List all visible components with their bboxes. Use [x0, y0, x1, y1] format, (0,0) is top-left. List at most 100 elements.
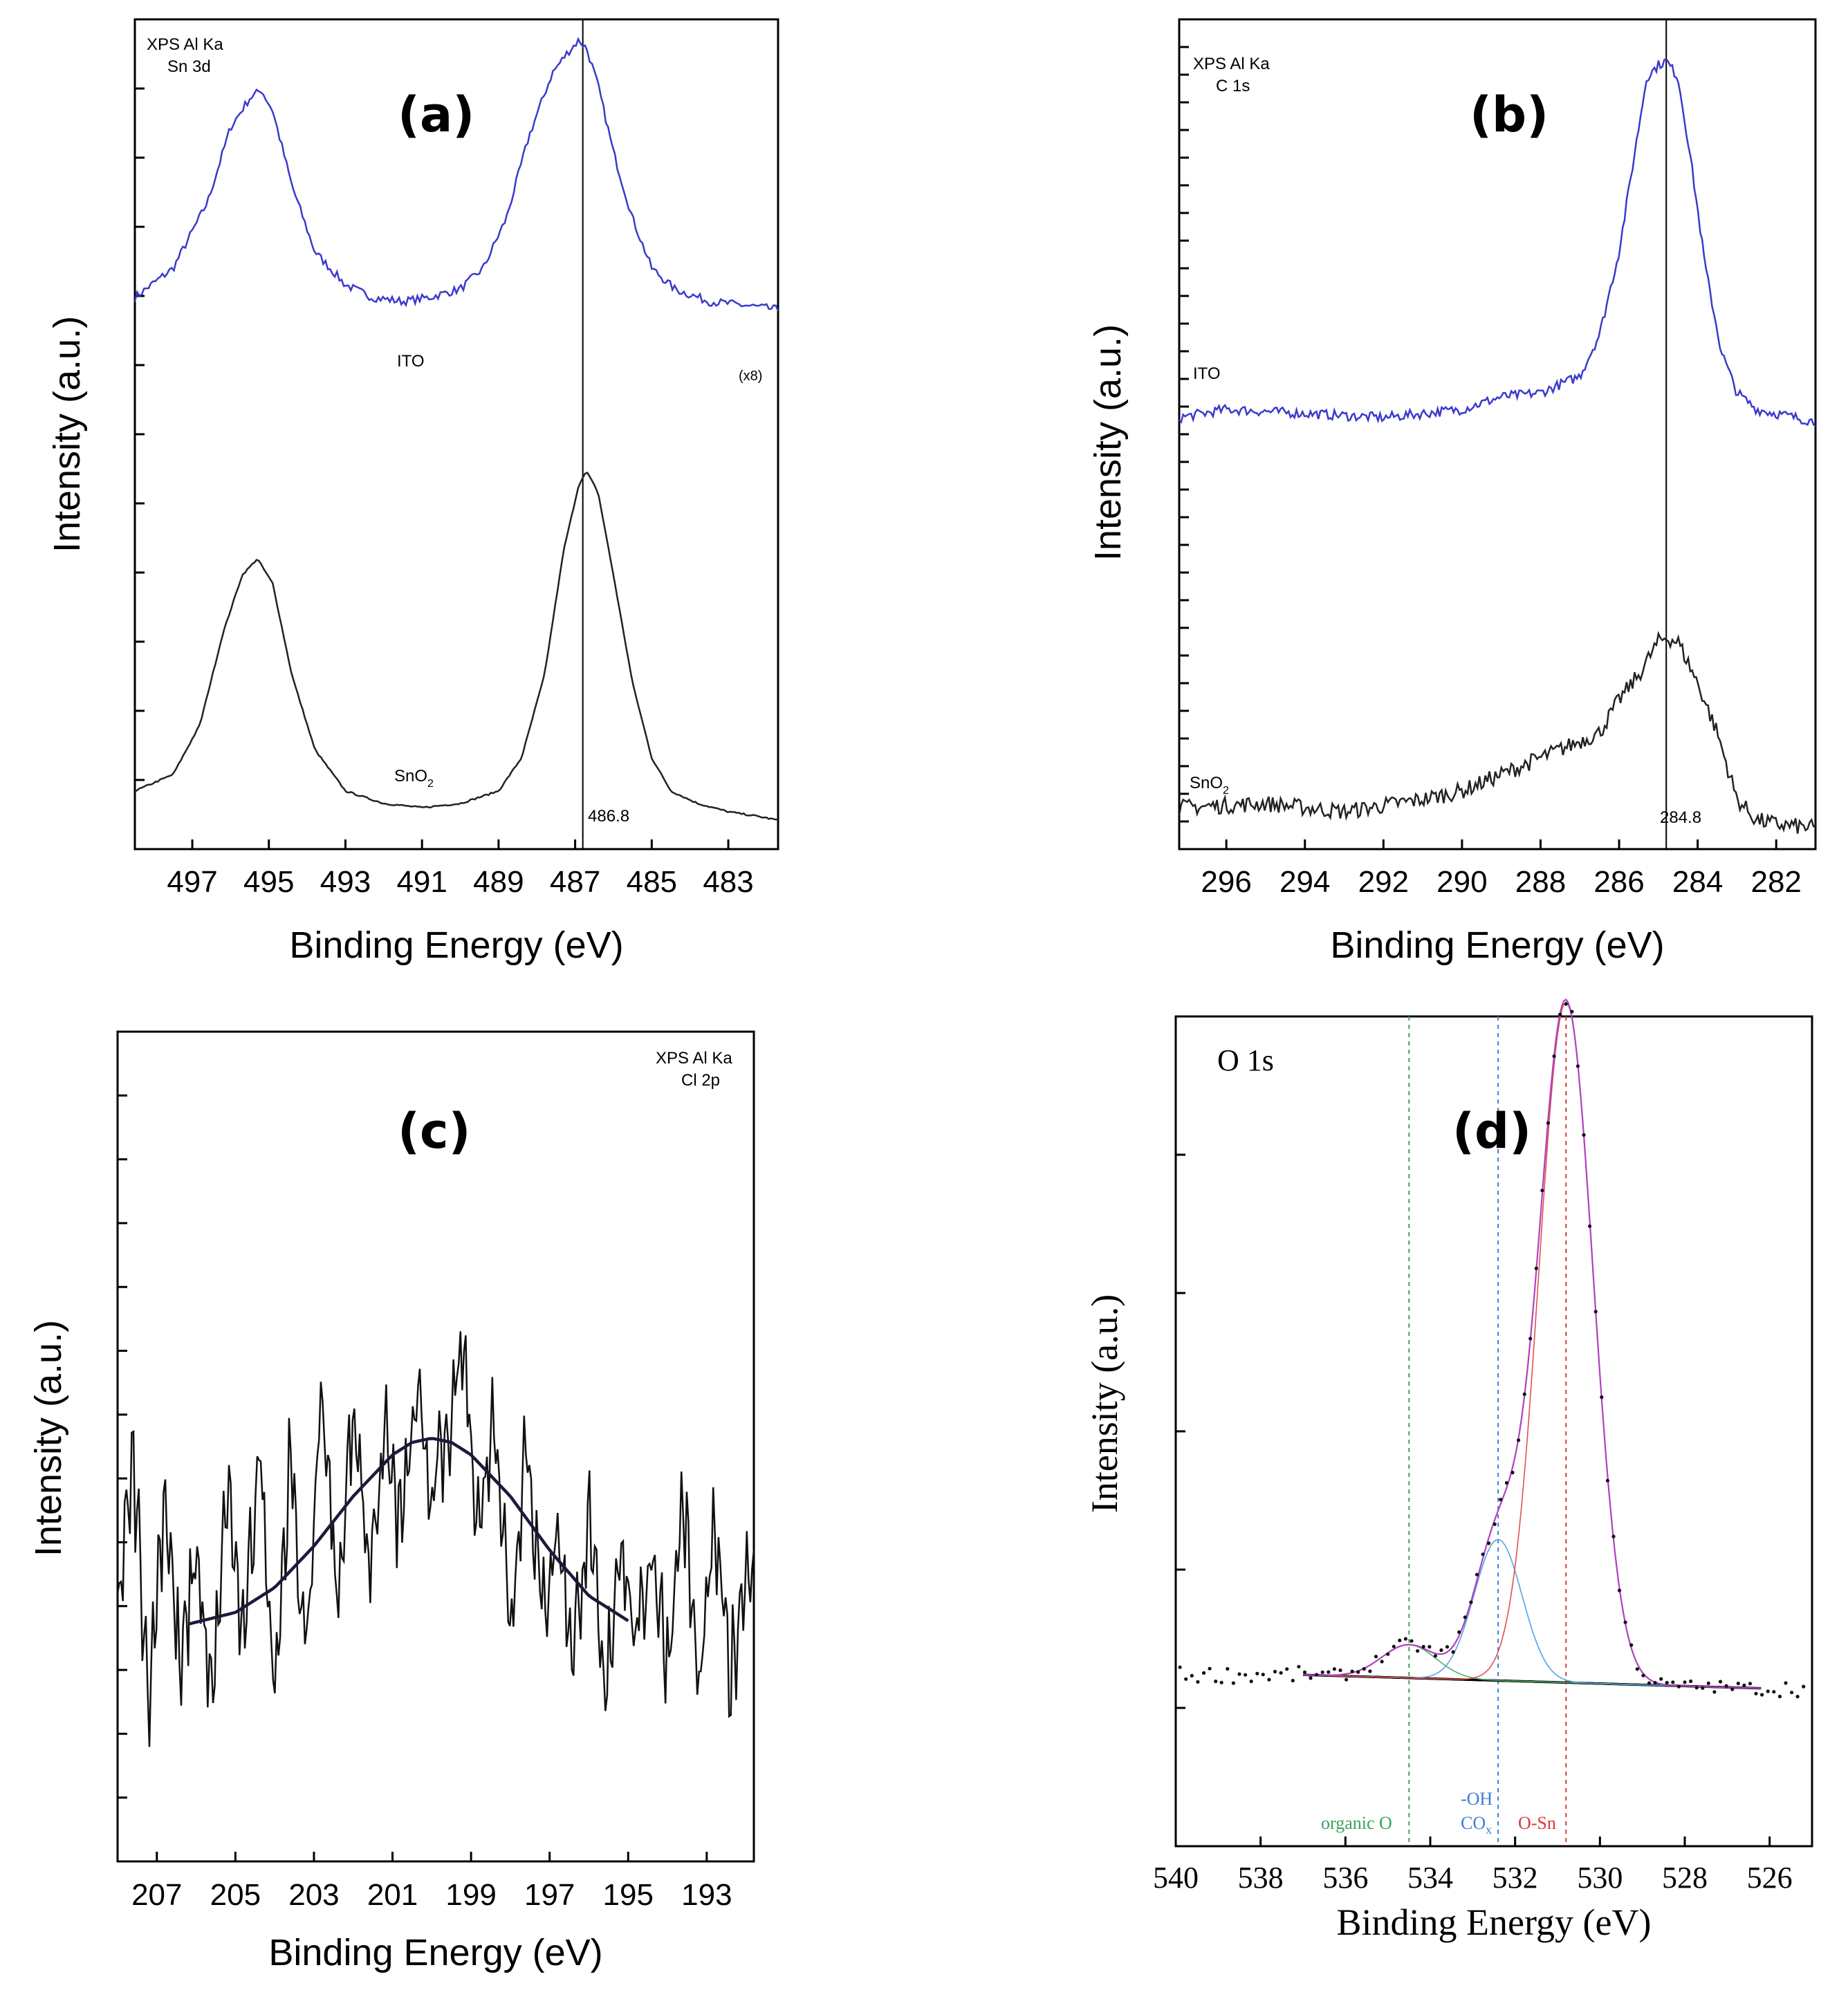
x-tick-label-b-3: 290: [1436, 865, 1487, 899]
data-point-d-85: [1683, 1680, 1687, 1684]
data-point-d-84: [1676, 1684, 1681, 1689]
data-point-d-63: [1552, 1054, 1556, 1059]
data-point-d-67: [1576, 1064, 1580, 1068]
data-point-d-11: [1244, 1673, 1248, 1677]
x-tick-label-d-6: 528: [1662, 1861, 1708, 1895]
data-point-d-74: [1617, 1588, 1622, 1592]
x-tick-label-a-4: 489: [473, 865, 524, 899]
x-tick-label-d-1: 538: [1238, 1861, 1284, 1895]
x-tick-label-b-2: 292: [1358, 865, 1409, 899]
series-line-raw-c: [116, 1331, 755, 1747]
x-ticks-c: 207 205 203 201 199 197 195 193: [131, 1852, 732, 1912]
x-tick-label-a-7: 483: [703, 865, 753, 899]
x-tick-label-c-0: 207: [131, 1878, 182, 1912]
data-point-d-81: [1659, 1677, 1663, 1681]
data-point-d-19: [1291, 1678, 1295, 1683]
x-tick-label-d-7: 526: [1747, 1861, 1793, 1895]
annotation-line-2-c: Cl 2p: [681, 1071, 720, 1090]
x-axis-title-a: Binding Energy (eV): [289, 924, 623, 966]
data-point-d-0: [1178, 1665, 1182, 1669]
data-point-d-69: [1588, 1224, 1592, 1228]
data-point-d-97: [1754, 1691, 1758, 1695]
data-point-d-64: [1558, 1012, 1562, 1016]
data-point-d-22: [1309, 1676, 1313, 1680]
ref-label-a: 486.8: [588, 807, 629, 826]
y-ticks-c: [118, 1094, 127, 1799]
x-tick-label-b-0: 296: [1201, 865, 1251, 899]
data-point-d-15: [1267, 1677, 1271, 1682]
chart-title-d: O 1s: [1217, 1043, 1274, 1077]
data-point-d-100: [1772, 1690, 1776, 1694]
data-point-d-8: [1226, 1666, 1230, 1671]
panel-label-b: (b): [1470, 86, 1549, 143]
data-point-d-45: [1445, 1645, 1450, 1649]
data-point-d-72: [1605, 1478, 1609, 1482]
data-point-d-105: [1802, 1684, 1806, 1689]
data-point-d-30: [1356, 1670, 1360, 1674]
component-label-o-sn: O-Sn: [1518, 1813, 1556, 1833]
data-point-d-55: [1504, 1480, 1508, 1485]
data-point-d-99: [1766, 1689, 1770, 1693]
data-point-d-28: [1345, 1677, 1349, 1682]
panel-c: 207 205 203 201 199 197 195 193 XPS Al Ka Cl 2p…: [28, 1030, 755, 1973]
panel-label-a: (a): [398, 86, 474, 143]
data-point-d-39: [1410, 1639, 1414, 1643]
data-point-d-26: [1332, 1667, 1336, 1671]
annotation-line-1-c: XPS Al Ka: [656, 1049, 732, 1068]
y-axis-title-b: Intensity (a.u.): [1087, 324, 1129, 561]
data-point-d-7: [1219, 1680, 1223, 1684]
x-tick-label-d-3: 534: [1407, 1861, 1453, 1895]
data-point-d-12: [1249, 1680, 1253, 1684]
data-point-d-71: [1600, 1395, 1604, 1400]
x-tick-label-c-7: 193: [681, 1878, 732, 1912]
plot-frame-c: [116, 1030, 755, 1863]
data-point-d-87: [1694, 1686, 1699, 1690]
data-point-d-49: [1469, 1600, 1473, 1604]
series-line-sno2-b: [1178, 631, 1816, 834]
x-tick-label-d-5: 530: [1577, 1861, 1623, 1895]
series-line-ito-b: [1179, 58, 1816, 427]
x-tick-label-b-5: 286: [1593, 865, 1644, 899]
data-point-d-5: [1208, 1666, 1212, 1671]
data-point-d-101: [1777, 1694, 1782, 1699]
x-tick-label-d-0: 540: [1153, 1861, 1199, 1895]
series-label-ito-b: ITO: [1193, 364, 1221, 383]
scale-note-a: (x8): [739, 369, 762, 384]
data-point-d-94: [1736, 1682, 1740, 1686]
data-point-d-10: [1237, 1672, 1241, 1676]
data-point-d-34: [1380, 1660, 1384, 1664]
data-point-d-9: [1231, 1681, 1235, 1685]
data-point-d-31: [1362, 1666, 1366, 1671]
data-point-d-53: [1493, 1522, 1497, 1526]
data-point-d-47: [1457, 1630, 1461, 1634]
series-line-o-sn-d: [1302, 1001, 1762, 1689]
data-point-d-61: [1540, 1189, 1544, 1193]
data-point-d-21: [1302, 1670, 1307, 1674]
annotation-line-2-a: Sn 3d: [167, 57, 211, 76]
data-point-d-37: [1398, 1638, 1402, 1642]
plot-frame-a: [133, 18, 779, 850]
x-tick-label-a-1: 495: [243, 865, 294, 899]
data-point-d-42: [1427, 1645, 1432, 1649]
x-tick-label-a-6: 485: [627, 865, 677, 899]
data-point-d-95: [1742, 1683, 1746, 1687]
data-point-d-14: [1261, 1673, 1265, 1677]
data-point-d-102: [1784, 1681, 1788, 1685]
data-point-d-98: [1760, 1693, 1764, 1697]
data-point-d-104: [1795, 1695, 1800, 1699]
x-tick-label-c-5: 197: [524, 1878, 575, 1912]
x-tick-label-b-4: 288: [1515, 865, 1566, 899]
data-point-d-96: [1748, 1682, 1753, 1686]
plot-frame-b: [1178, 18, 1817, 850]
y-axis-title-a: Intensity (a.u.): [46, 316, 88, 552]
data-point-d-73: [1611, 1534, 1616, 1538]
data-point-d-44: [1439, 1648, 1443, 1653]
series-label-sno2-a: SnO2: [394, 767, 434, 790]
data-point-d-92: [1724, 1684, 1728, 1688]
data-point-d-3: [1196, 1680, 1200, 1684]
x-tick-label-c-2: 203: [288, 1878, 339, 1912]
component-label-organic-o: organic O: [1321, 1813, 1392, 1833]
data-point-d-51: [1481, 1552, 1485, 1556]
data-point-d-48: [1463, 1615, 1467, 1619]
